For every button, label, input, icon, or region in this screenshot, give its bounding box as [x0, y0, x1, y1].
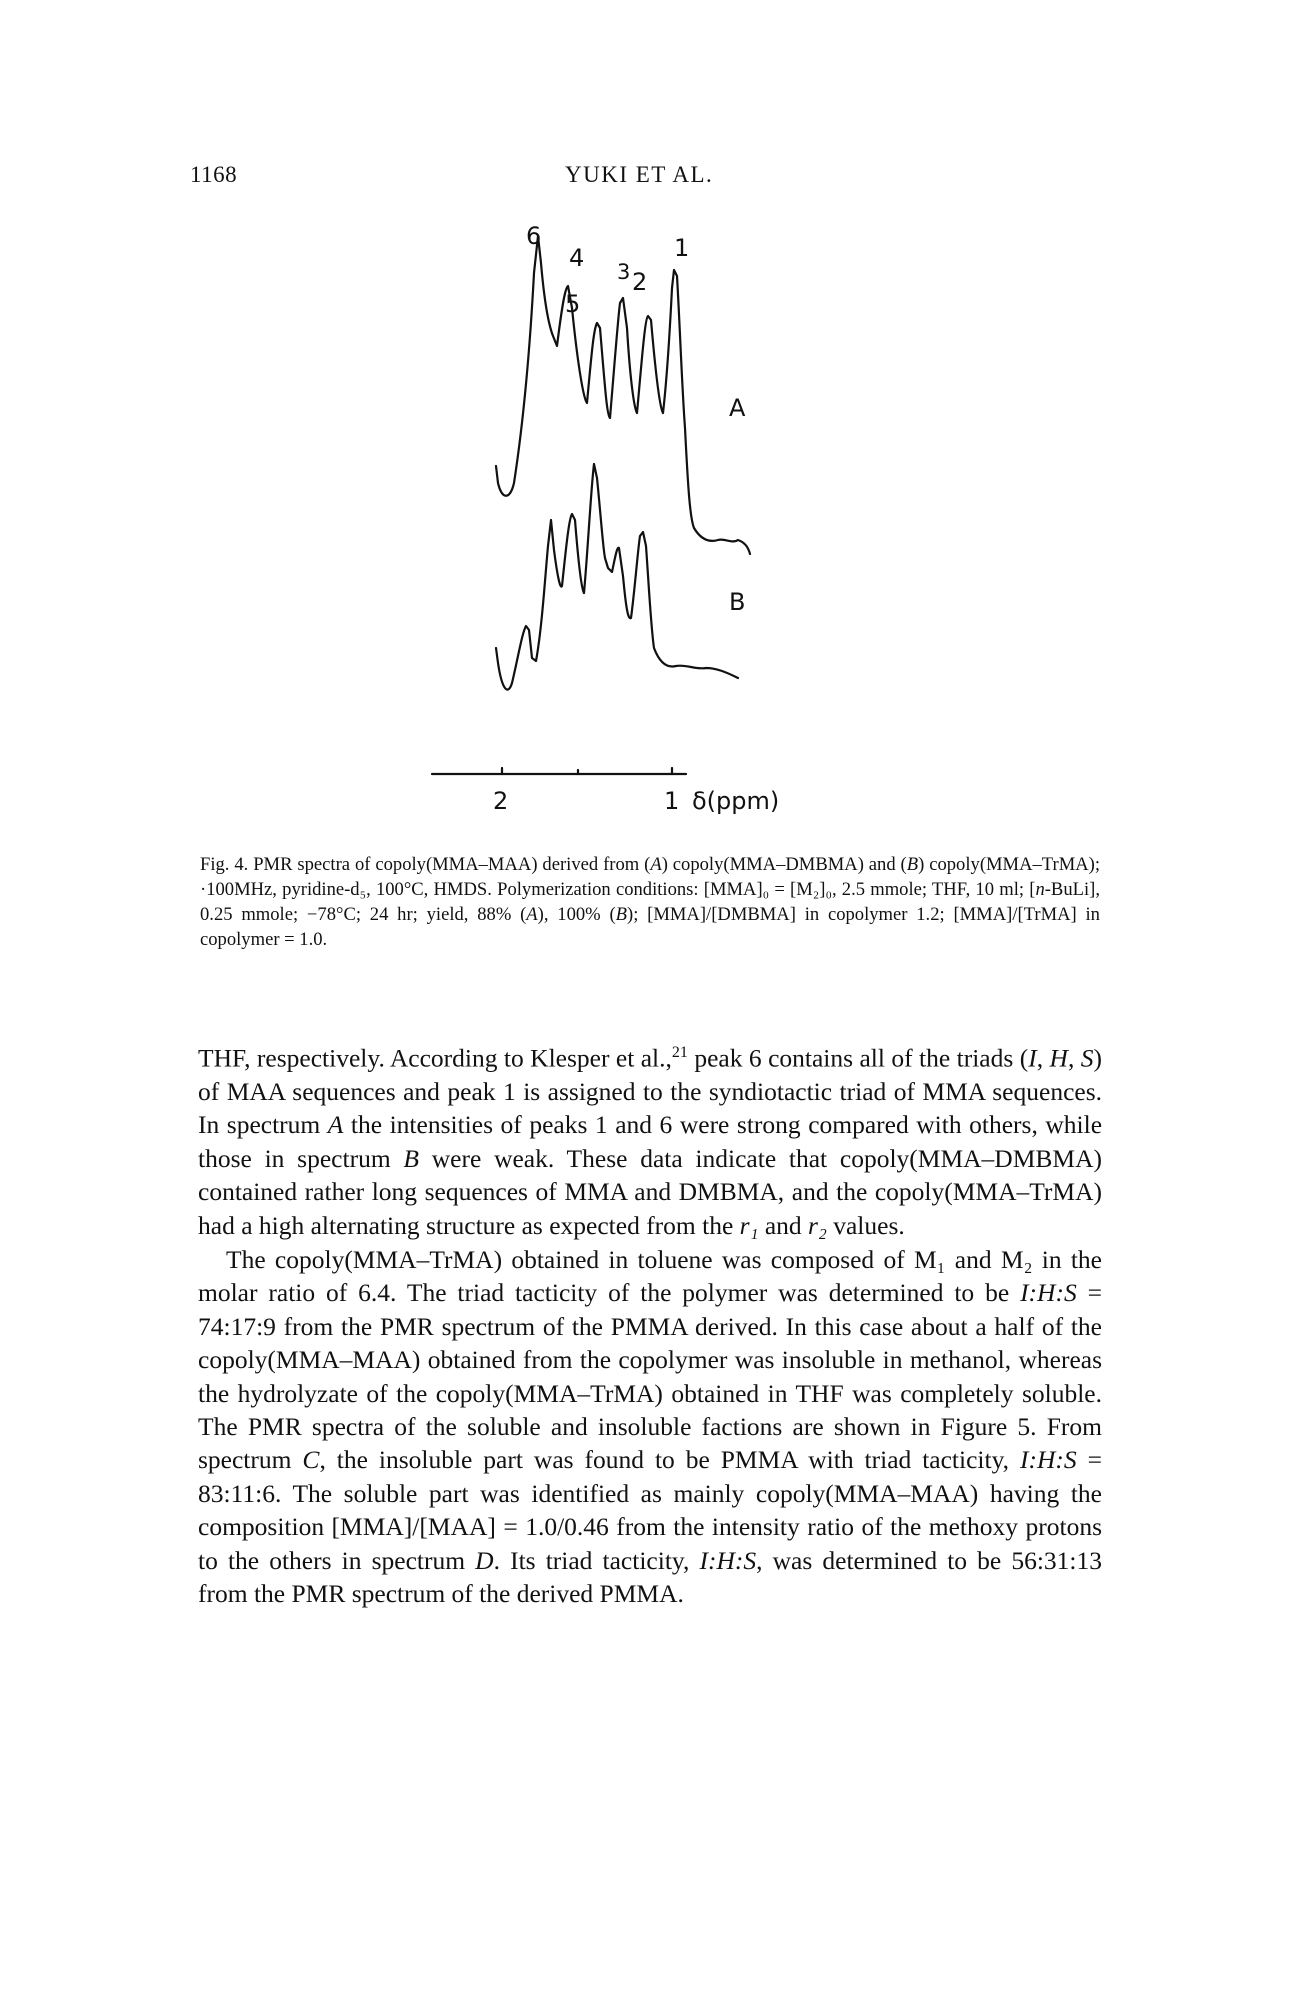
figure-number: Fig. 4.	[200, 854, 249, 875]
caption-label-a: A	[650, 854, 662, 875]
body-text: THF, respectively. According to Klesper …	[198, 1036, 1102, 1610]
running-head: YUKI ET AL.	[565, 162, 714, 187]
peak-label-1: 1	[674, 234, 690, 262]
page-number: 1168	[190, 162, 238, 187]
caption-text: -BuLi], 0.25 mmole; −78°C; 24 hr; yield,…	[200, 879, 1100, 925]
caption-label-n: n	[1035, 879, 1045, 900]
peak-label-6: 6	[526, 222, 542, 250]
caption-label-b: B	[615, 904, 628, 925]
spectrum-label-b: B	[729, 588, 746, 616]
axis-unit-label: δ(ppm)	[692, 787, 780, 815]
caption-text: ), 100% (	[537, 904, 616, 925]
axis-tick-label-2: 2	[493, 787, 509, 815]
caption-text: ) copoly(MMA–DMBMA) and (	[661, 854, 907, 875]
peak-label-3: 3	[617, 260, 631, 284]
caption-text: PMR spectra of copoly(MMA–MAA) derived f…	[248, 854, 651, 875]
caption-text: ); [MMA]/[DMBMA] in copolymer 1.2; [MMA]…	[200, 904, 1100, 950]
spectrum-label-a: A	[729, 394, 746, 422]
caption-label-a: A	[526, 904, 538, 925]
spectrum-plot	[430, 234, 752, 776]
figure-caption: Fig. 4. PMR spectra of copoly(MMA–MAA) d…	[200, 852, 1100, 952]
paragraph-2: The copoly(MMA–TrMA) obtained in toluene…	[198, 1244, 1102, 1608]
reference-superscript: 21	[671, 1044, 688, 1061]
spectrum-a-trace	[494, 234, 752, 556]
spectrum-b-trace	[494, 462, 740, 691]
caption-text: ) copoly(MMA–TrMA); ·100MHz, pyridine-d₅…	[200, 854, 1101, 900]
caption-label-b: B	[906, 854, 919, 875]
peak-label-4: 4	[569, 244, 585, 272]
paragraph-1: THF, respectively. According to Klesper …	[198, 1043, 1103, 1240]
peak-label-5: 5	[565, 290, 581, 318]
page-header: 1168 YUKI ET AL.	[0, 162, 1300, 202]
nmr-spectrum-figure: 6 5 4 3 2 1 A B 2 1 δ(ppm)	[430, 224, 830, 828]
axis-tick-label-1: 1	[664, 787, 680, 815]
peak-label-2: 2	[632, 268, 648, 296]
